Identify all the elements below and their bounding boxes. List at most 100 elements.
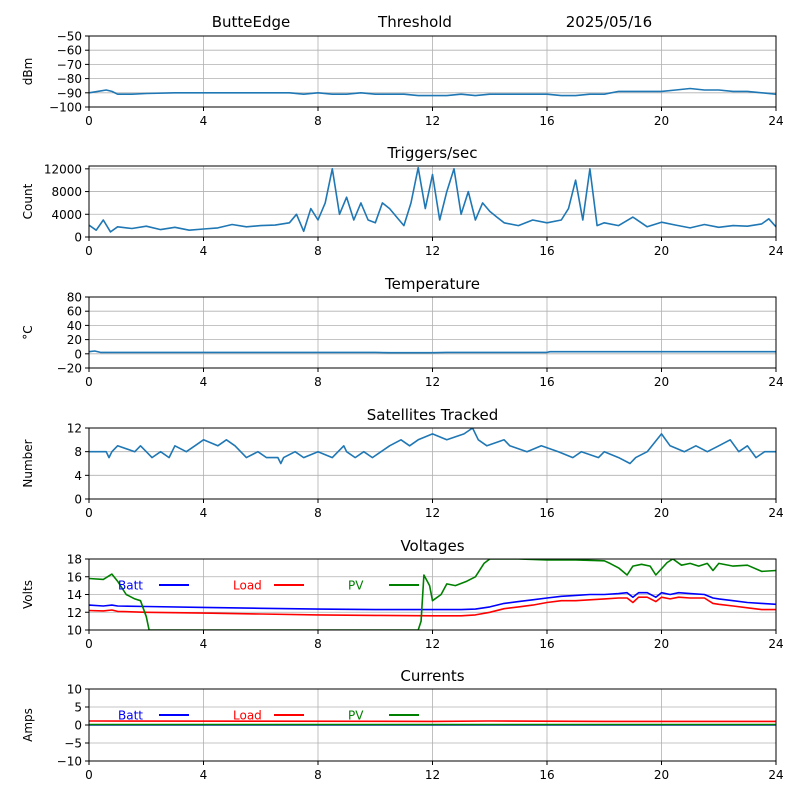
- x-tick-label: 8: [314, 244, 322, 258]
- y-tick-label: 12000: [44, 162, 82, 176]
- x-tick-label: 0: [85, 637, 93, 651]
- panel-title: Temperature: [384, 275, 480, 293]
- series-line: [89, 350, 776, 354]
- chart-panel: 0 4 8 12 16 20 24 0 4000 8000 12000 Triggers/sec Cou…: [21, 144, 784, 258]
- y-axis-label: °C: [21, 325, 35, 339]
- x-tick-label: 12: [425, 375, 440, 389]
- header-station: ButteEdge: [212, 13, 291, 31]
- header-date: 2025/05/16: [566, 13, 652, 31]
- x-tick-label: 16: [539, 637, 554, 651]
- y-tick-label: 0: [74, 231, 82, 245]
- x-tick-label: 4: [200, 768, 208, 782]
- series-line: [89, 166, 776, 233]
- chart-panel: 0 4 8 12 16 20 24 10 12 14 16 18 Voltages Volts Batt Lo…: [21, 537, 784, 651]
- panel-title: Voltages: [400, 537, 464, 555]
- x-tick-label: 20: [654, 768, 669, 782]
- y-tick-label: −90: [57, 86, 82, 100]
- x-tick-label: 8: [314, 114, 322, 128]
- y-tick-label: 10: [67, 683, 82, 697]
- y-tick-label: 18: [67, 553, 82, 567]
- y-tick-label: 12: [67, 422, 82, 436]
- x-tick-label: 12: [425, 114, 440, 128]
- y-tick-label: 4000: [51, 208, 82, 222]
- x-tick-label: 16: [539, 114, 554, 128]
- x-tick-label: 4: [200, 506, 208, 520]
- legend-label: Batt: [118, 709, 143, 723]
- chart-panel: 0 4 8 12 16 20 24 −100−90−80−70−60−50 dBm: [21, 30, 784, 129]
- x-tick-label: 0: [85, 506, 93, 520]
- y-tick-label: 4: [74, 469, 82, 483]
- y-tick-label: −20: [57, 362, 82, 376]
- x-tick-label: 24: [768, 768, 783, 782]
- legend-label: Batt: [118, 579, 143, 593]
- panel-title: Triggers/sec: [387, 144, 478, 162]
- x-tick-label: 20: [654, 244, 669, 258]
- x-tick-label: 4: [200, 114, 208, 128]
- y-tick-label: 20: [67, 333, 82, 347]
- x-tick-label: 8: [314, 375, 322, 389]
- chart-panel: 0 4 8 12 16 20 24 0 4 8 12 Satellites Tracked Number: [21, 406, 784, 520]
- y-tick-label: 80: [67, 291, 82, 305]
- series-line: [89, 87, 776, 97]
- y-tick-label: 5: [74, 701, 82, 715]
- y-tick-label: 16: [67, 570, 82, 584]
- legend-label: Load: [233, 579, 262, 593]
- x-tick-label: 0: [85, 244, 93, 258]
- y-tick-label: 0: [74, 347, 82, 361]
- y-tick-label: 60: [67, 305, 82, 319]
- legend-label: PV: [348, 709, 364, 723]
- x-tick-label: 16: [539, 768, 554, 782]
- y-axis-label: Number: [21, 439, 35, 487]
- series-line-batt: [89, 591, 776, 611]
- panel-title: Satellites Tracked: [367, 406, 498, 424]
- y-tick-label: −80: [57, 72, 82, 86]
- x-tick-label: 0: [85, 768, 93, 782]
- y-tick-label: −70: [57, 58, 82, 72]
- x-tick-label: 24: [768, 244, 783, 258]
- y-tick-label: 8: [74, 445, 82, 459]
- y-tick-label: −5: [64, 737, 82, 751]
- y-tick-label: −10: [57, 755, 82, 769]
- x-tick-label: 0: [85, 114, 93, 128]
- x-tick-label: 4: [200, 375, 208, 389]
- panel-title: Currents: [400, 667, 464, 685]
- x-tick-label: 8: [314, 768, 322, 782]
- x-tick-label: 4: [200, 244, 208, 258]
- x-tick-label: 20: [654, 375, 669, 389]
- x-tick-label: 8: [314, 506, 322, 520]
- x-tick-label: 16: [539, 506, 554, 520]
- y-tick-label: −100: [49, 101, 82, 115]
- x-tick-label: 24: [768, 114, 783, 128]
- x-tick-label: 24: [768, 375, 783, 389]
- x-tick-label: 16: [539, 375, 554, 389]
- x-tick-label: 12: [425, 244, 440, 258]
- y-axis-label: dBm: [21, 58, 35, 86]
- x-tick-label: 20: [654, 637, 669, 651]
- y-tick-label: 12: [67, 606, 82, 620]
- y-tick-label: 0: [74, 719, 82, 733]
- x-tick-label: 20: [654, 506, 669, 520]
- x-tick-label: 8: [314, 637, 322, 651]
- x-tick-label: 24: [768, 506, 783, 520]
- y-axis-label: Amps: [21, 708, 35, 742]
- x-tick-label: 20: [654, 114, 669, 128]
- y-tick-label: 0: [74, 493, 82, 507]
- series-line-load: [89, 596, 776, 617]
- chart-panel: 0 4 8 12 16 20 24 −10 −5 0 5 10 Currents Amps Batt Load…: [21, 667, 784, 782]
- y-tick-label: 8000: [51, 185, 82, 199]
- x-tick-label: 12: [425, 506, 440, 520]
- series-line: [89, 428, 776, 465]
- y-tick-label: 14: [67, 588, 82, 602]
- y-tick-label: −50: [57, 30, 82, 44]
- legend-label: Load: [233, 709, 262, 723]
- x-tick-label: 24: [768, 637, 783, 651]
- y-tick-label: 40: [67, 319, 82, 333]
- x-tick-label: 4: [200, 637, 208, 651]
- legend-label: PV: [348, 579, 364, 593]
- x-tick-label: 12: [425, 637, 440, 651]
- x-tick-label: 0: [85, 375, 93, 389]
- y-axis-label: Count: [21, 183, 35, 219]
- header-mode: Threshold: [377, 13, 452, 31]
